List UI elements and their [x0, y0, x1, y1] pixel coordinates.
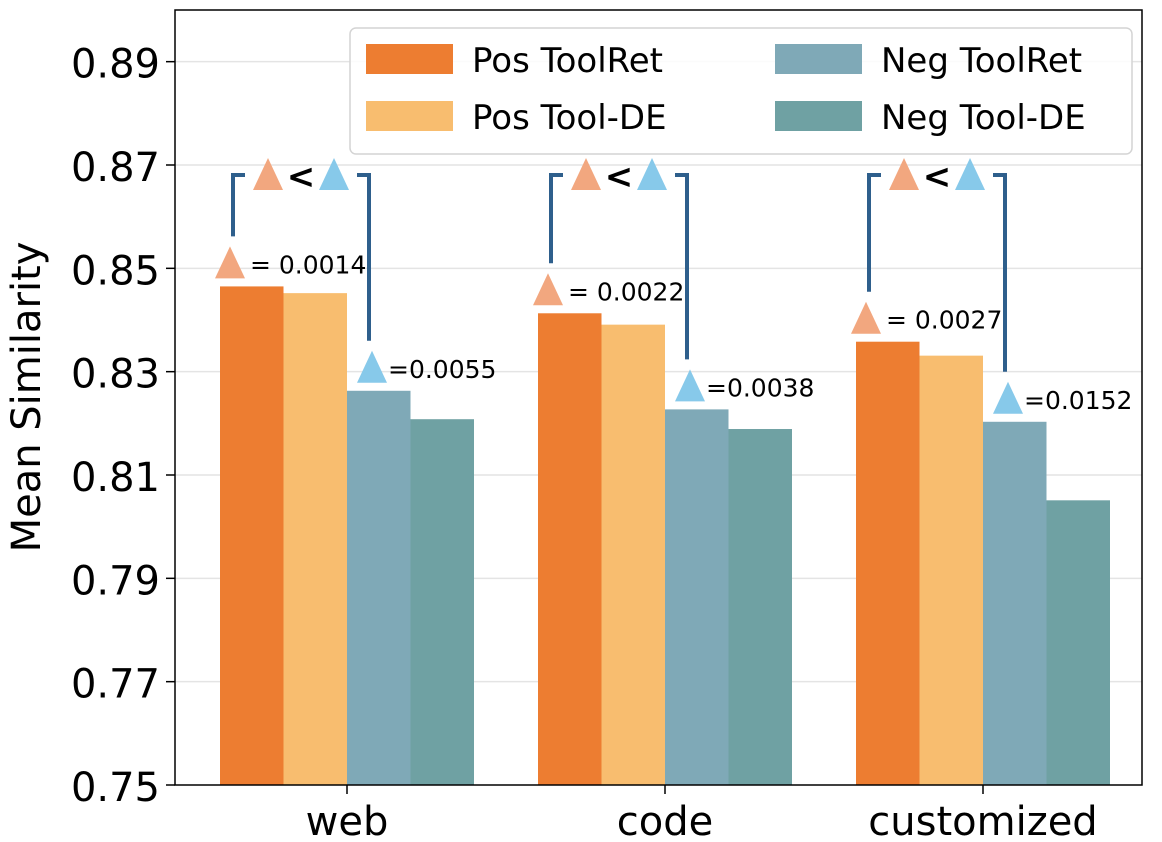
compare-neg-triangle: [637, 158, 667, 190]
compare-neg-triangle: [319, 158, 349, 190]
y-tick-label: 0.79: [71, 558, 160, 604]
y-axis-label: Mean Similarity: [4, 242, 50, 553]
legend-label: Pos ToolRet: [472, 41, 663, 81]
annotations: = 0.0014 =0.0055 < = 0.0022 =0.0038 < = 0.0027…: [215, 157, 1132, 415]
bar: [220, 286, 284, 785]
compare-pos-triangle: [253, 158, 283, 190]
compare-symbol: <: [923, 157, 952, 197]
legend-label: Neg ToolRet: [881, 41, 1082, 81]
bar: [856, 341, 920, 785]
neg-delta-label: =0.0038: [706, 373, 814, 402]
compare-symbol: <: [605, 157, 634, 197]
neg-delta-triangle: [675, 369, 705, 402]
bracket-left: [549, 173, 563, 264]
legend-label: Neg Tool-DE: [881, 98, 1086, 138]
legend: Pos ToolRet Pos Tool-DE Neg ToolRet Neg Too…: [349, 27, 1133, 155]
y-tick-label: 0.83: [71, 352, 160, 398]
legend-label: Pos Tool-DE: [472, 98, 667, 138]
compare-symbol: <: [287, 157, 316, 197]
x-tick-label: customized: [868, 799, 1097, 838]
x-axis: web code customized: [306, 785, 1098, 842]
y-tick-label: 0.75: [71, 765, 160, 811]
bar: [919, 355, 983, 785]
legend-swatch: [366, 44, 453, 74]
pos-delta-triangle: [215, 246, 245, 279]
legend-swatch: [775, 44, 862, 74]
bar: [347, 390, 411, 785]
pos-delta-label: = 0.0022: [568, 277, 684, 306]
bracket-right: [993, 173, 1007, 372]
pos-delta-triangle: [533, 273, 563, 306]
bar: [410, 419, 474, 785]
compare-pos-triangle: [889, 158, 919, 190]
bracket-left: [867, 173, 881, 292]
bracket-right: [675, 173, 689, 360]
compare-neg-triangle: [955, 158, 985, 190]
y-tick-label: 0.87: [71, 145, 160, 191]
bar: [665, 409, 729, 785]
neg-delta-triangle: [357, 350, 387, 383]
y-tick-label: 0.81: [71, 455, 160, 501]
pos-delta-triangle: [851, 301, 881, 334]
bar: [601, 324, 665, 785]
legend-swatch: [775, 101, 862, 131]
bracket-left: [231, 173, 245, 237]
pos-delta-label: = 0.0027: [886, 306, 1002, 335]
legend-frame: [349, 27, 1133, 155]
bracket-right: [357, 173, 371, 341]
x-tick-label: code: [617, 799, 713, 838]
y-axis: 0.75 0.77 0.79 0.81 0.83 0.85 0.87 0.89: [71, 42, 175, 811]
bar: [728, 429, 792, 785]
neg-delta-label: =0.0055: [388, 355, 496, 384]
y-tick-label: 0.89: [71, 42, 160, 88]
legend-swatch: [366, 101, 453, 131]
neg-delta-label: =0.0152: [1024, 386, 1132, 415]
bar: [983, 421, 1047, 785]
compare-pos-triangle: [571, 158, 601, 190]
neg-delta-triangle: [993, 381, 1023, 414]
y-tick-label: 0.77: [71, 662, 160, 708]
pos-delta-label: = 0.0014: [250, 250, 366, 279]
plot-frame: [174, 9, 1143, 786]
bar: [538, 313, 602, 785]
x-tick-label: web: [306, 799, 389, 838]
bars: [220, 286, 1110, 785]
bar: [283, 293, 347, 785]
y-tick-label: 0.85: [71, 248, 160, 294]
bar: [1046, 500, 1110, 785]
